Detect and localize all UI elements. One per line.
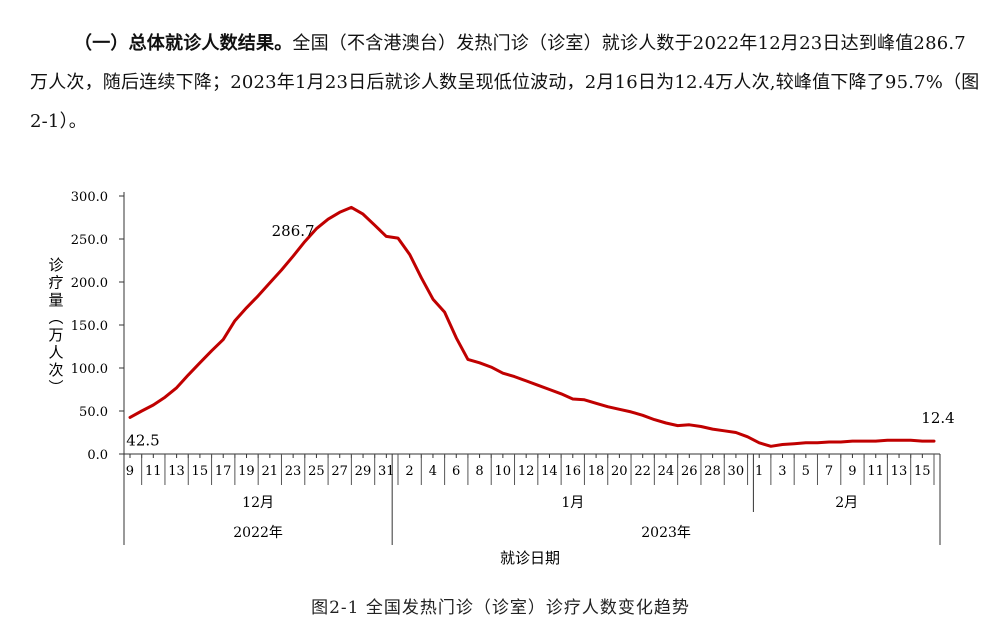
y-tick-label: 50.0 [79,405,108,420]
x-tick-label: 23 [285,464,302,479]
paragraph-text: 全国（不含港澳台）发热门诊（诊室）就诊人数于2022年12月23日达到峰值286… [30,33,980,132]
year-label: 2022年 [233,525,283,541]
x-tick-label: 8 [475,464,483,479]
y-tick-label: 0.0 [87,448,108,463]
y-axis-title-char: 万 [48,326,63,344]
y-axis-title-char: ︵ [48,309,63,327]
x-tick-label: 28 [704,464,721,479]
data-label: 12.4 [921,409,954,427]
chart-series [128,205,936,448]
x-tick-label: 2 [405,464,413,479]
x-tick-label: 20 [611,464,628,479]
x-tick-label: 29 [355,464,372,479]
y-axis-title-char: 诊 [48,256,63,274]
month-label: 12月 [242,495,274,511]
x-tick-label: 15 [192,464,209,479]
paragraph-lead: （一）总体就诊人数结果。 [74,33,293,54]
x-tick-label: 9 [126,464,134,479]
y-axis-title-char: ︶ [48,379,63,397]
y-axis-title-char: 量 [48,291,63,309]
x-tick-label: 31 [378,464,395,479]
month-label: 2月 [835,495,858,511]
x-tick-label: 19 [238,464,255,479]
intro-paragraph: （一）总体就诊人数结果。全国（不含港澳台）发热门诊（诊室）就诊人数于2022年1… [30,24,980,141]
x-tick-label: 7 [825,464,833,479]
chart-axes [123,192,941,545]
x-tick-label: 22 [634,464,651,479]
month-label: 1月 [561,495,584,511]
x-tick-label: 24 [658,464,675,479]
x-tick-label: 1 [755,464,763,479]
y-axis-title-char: 次 [48,361,63,379]
y-tick-label: 100.0 [71,362,108,377]
x-tick-label: 3 [778,464,786,479]
figure-caption: 图2-1 全国发热门诊（诊室）诊疗人数变化趋势 [311,598,690,618]
x-tick-label: 17 [215,464,232,479]
y-axis-title-char: 人 [48,344,63,362]
x-tick-label: 26 [681,464,698,479]
x-tick-label: 6 [452,464,460,479]
x-tick-label: 13 [891,464,908,479]
x-tick-label: 11 [867,464,884,479]
x-tick-label: 11 [145,464,162,479]
x-tick-label: 4 [429,464,437,479]
x-tick-label: 21 [261,464,278,479]
x-tick-label: 27 [331,464,348,479]
x-tick-label: 10 [495,464,512,479]
data-label: 42.5 [126,431,159,449]
year-label: 2023年 [641,525,691,541]
y-tick-label: 200.0 [71,276,108,291]
data-label: 286.7 [272,222,315,240]
x-tick-label: 13 [168,464,185,479]
x-tick-label: 14 [541,464,558,479]
y-tick-label: 250.0 [71,233,108,248]
x-tick-label: 25 [308,464,325,479]
x-tick-label: 15 [914,464,931,479]
x-tick-label: 9 [848,464,856,479]
y-axis-title-char: 疗 [48,274,63,292]
series-line [128,205,936,448]
y-tick-label: 300.0 [71,190,108,205]
x-tick-label: 16 [564,464,581,479]
x-tick-label: 5 [802,464,810,479]
x-tick-label: 18 [588,464,605,479]
x-tick-label: 30 [728,464,745,479]
x-axis-title: 就诊日期 [500,549,560,567]
y-tick-label: 150.0 [71,319,108,334]
x-tick-label: 12 [518,464,535,479]
